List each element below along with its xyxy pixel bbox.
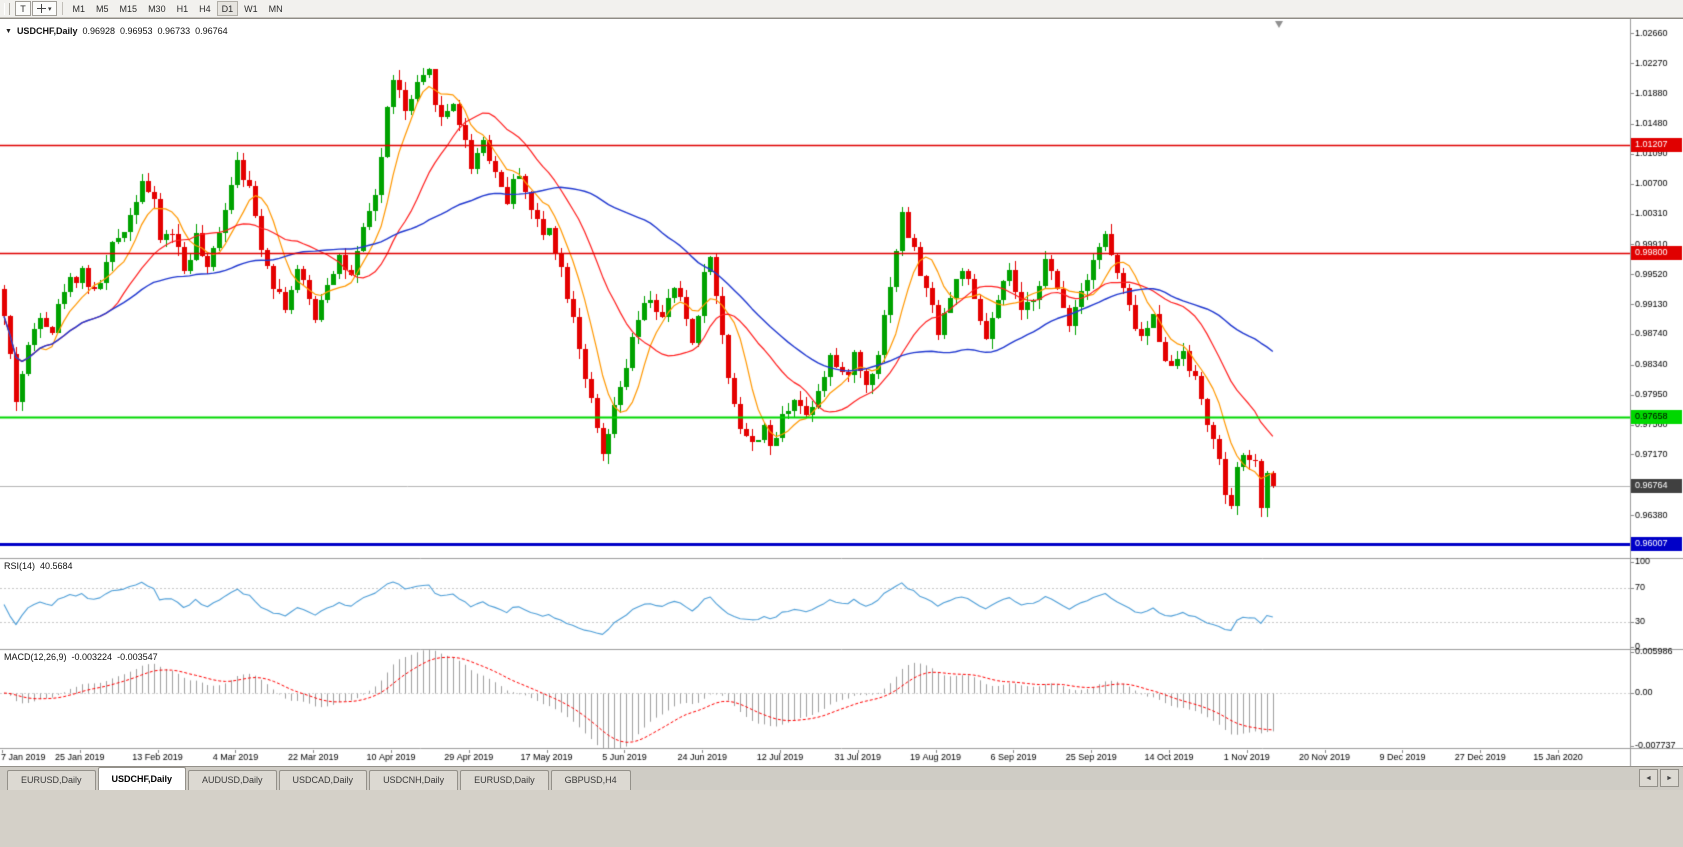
timeframe-m1-button[interactable]: M1 [68,1,91,16]
macd-value-main: -0.003224 [71,652,113,662]
timeframe-m15-button[interactable]: M15 [115,1,143,16]
tab-scroll-right-button[interactable]: ► [1660,769,1679,787]
dropdown-caret-icon: ▾ [48,5,52,13]
price-chart-canvas[interactable] [0,19,1683,767]
toolbar-grip[interactable] [4,2,10,15]
top-toolbar: T ▾ M1 M5 M15 M30 H1 H4 D1 W1 MN [0,0,1683,18]
text-tool-button[interactable]: T [15,1,31,16]
timeframe-mn-button[interactable]: MN [264,1,288,16]
symbol-period-label: USDCHF,Daily [16,26,78,36]
low-value: 0.96733 [157,26,191,36]
rsi-name: RSI(14) [4,561,36,571]
chart-window: ▼ USDCHF,Daily 0.96928 0.96953 0.96733 0… [0,18,1683,767]
open-value: 0.96928 [82,26,115,36]
tab-gbpusd-h4[interactable]: GBPUSD,H4 [550,770,631,790]
macd-name: MACD(12,26,9) [4,652,67,662]
rsi-value: 40.5684 [40,561,73,571]
tab-eurusd-daily-1[interactable]: EURUSD,Daily [7,770,96,790]
crosshair-icon [37,4,46,13]
close-value: 0.96764 [195,26,228,36]
chart-tabs-bar: EURUSD,Daily USDCHF,Daily AUDUSD,Daily U… [0,766,1683,790]
timeframe-d1-button[interactable]: D1 [216,1,239,16]
tab-usdchf-daily[interactable]: USDCHF,Daily [97,767,187,790]
timeframe-w1-button[interactable]: W1 [239,1,263,16]
high-value: 0.96953 [120,26,153,36]
toolbar-separator [61,2,63,15]
timeframe-h1-button[interactable]: H1 [172,1,194,16]
macd-indicator-label: MACD(12,26,9) -0.003224 -0.003547 [4,652,158,662]
tab-audusd-daily[interactable]: AUDUSD,Daily [188,770,277,790]
collapse-arrow-icon[interactable]: ▼ [5,27,12,35]
timeframe-m30-button[interactable]: M30 [143,1,171,16]
tab-usdcnh-daily[interactable]: USDCNH,Daily [369,770,459,790]
rsi-indicator-label: RSI(14) 40.5684 [4,561,73,571]
chart-title: ▼ USDCHF,Daily 0.96928 0.96953 0.96733 0… [5,26,228,36]
tab-scroll-left-button[interactable]: ◄ [1639,769,1658,787]
timeframe-h4-button[interactable]: H4 [194,1,216,16]
tab-usdcad-daily[interactable]: USDCAD,Daily [278,770,368,790]
crosshair-tool-button[interactable]: ▾ [32,1,57,16]
timeframe-m5-button[interactable]: M5 [91,1,114,16]
macd-value-signal: -0.003547 [117,652,158,662]
tab-scroll-widget: ◄ ► [1639,769,1679,787]
tab-eurusd-daily-2[interactable]: EURUSD,Daily [460,770,549,790]
